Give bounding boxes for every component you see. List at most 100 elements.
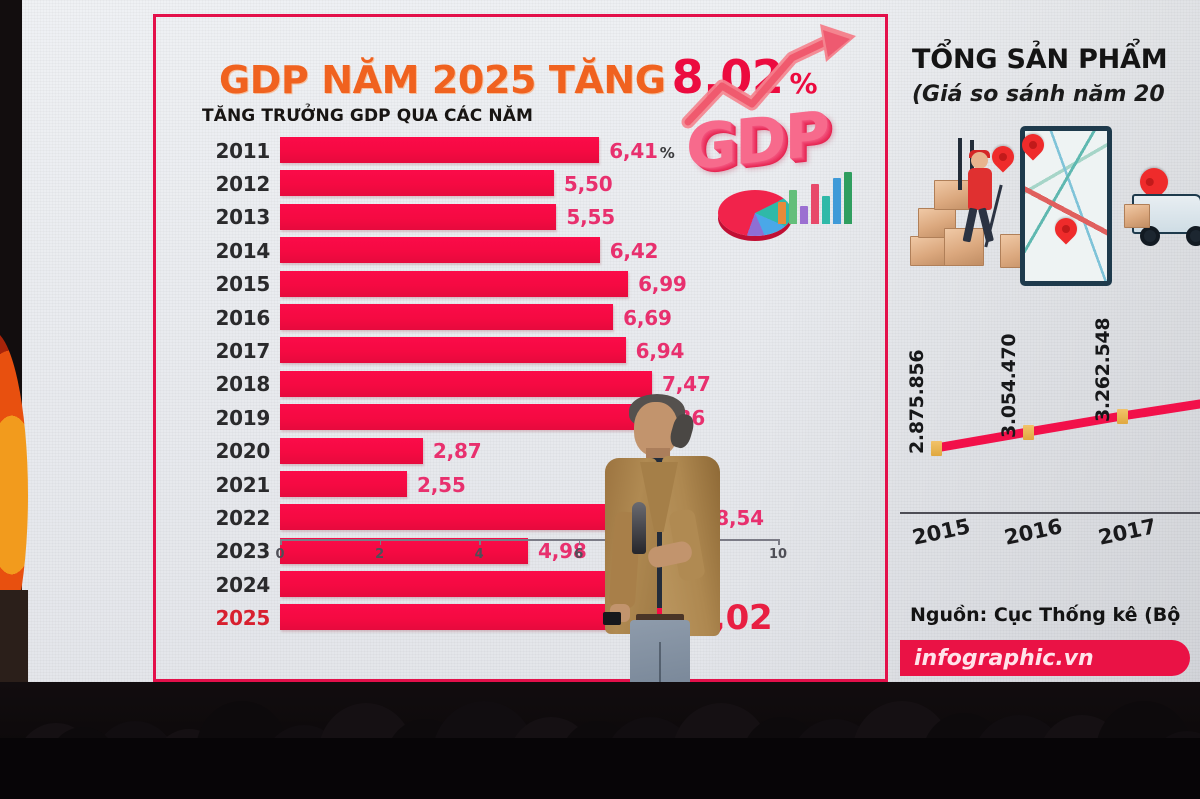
page-title-percent: %: [789, 67, 818, 100]
presenter-head: [634, 402, 678, 456]
bar: [280, 270, 629, 297]
bar-value-label: 7,47: [662, 372, 711, 397]
bar: [280, 237, 600, 264]
bar-value-label: 6,94: [635, 339, 685, 364]
bar-value-label: 5,55: [566, 205, 615, 230]
x-axis-tick: [479, 539, 481, 545]
bar-track: 4,98: [280, 535, 862, 568]
total-product-panel: TỔNG SẢN PHẨM (Giá so sánh năm 20: [900, 0, 1200, 700]
worker-body: [968, 168, 992, 210]
bar-track: 2,87: [280, 435, 862, 468]
x-axis-line: [280, 539, 778, 541]
presenter: [588, 392, 738, 742]
x-axis-tick-label: 2: [375, 547, 385, 562]
chart-row: 2013 5,55: [202, 201, 862, 234]
presentation-clicker: [603, 612, 621, 625]
chart-row: 2022 8,54: [202, 501, 862, 534]
bar-value-label: 6,42: [609, 238, 659, 263]
infographic-banner: infographic.vn: [900, 640, 1190, 676]
bar-category-label: 2023: [215, 539, 271, 564]
right-panel-subtitle: (Giá so sánh năm 20: [912, 82, 1165, 107]
bar: [280, 170, 554, 197]
chart-row: 2023 4,98: [202, 535, 862, 568]
bar: [280, 537, 528, 564]
line-chart-baseline: [900, 512, 1200, 514]
page-title-text: GDP NĂM 2025 TĂNG: [219, 58, 666, 102]
bar-track: 8,54: [280, 501, 862, 534]
bar: [280, 571, 634, 598]
bar-category-label: 2012: [215, 172, 271, 197]
page-title: GDP NĂM 2025 TĂNG 8,02%: [219, 50, 818, 104]
x-axis-tick-label: 10: [768, 547, 788, 562]
bar-track: 5,55: [280, 201, 862, 234]
bar: [280, 437, 423, 464]
bar-track: 6,41%: [280, 134, 862, 167]
bar-category-label: 2021: [215, 472, 271, 497]
line-chart-plot: 2.875.856 3.054.470 3.262.548: [900, 317, 1200, 540]
line-data-point: [1117, 409, 1128, 424]
bar-category-label: 2022: [215, 505, 271, 530]
bar-track: [280, 568, 862, 601]
bar-value-label: 2,87: [432, 439, 482, 464]
source-note: Nguồn: Cục Thống kê (Bộ: [910, 604, 1181, 626]
presenter-belt: [636, 614, 684, 624]
bar: [280, 470, 407, 497]
line-value-label: 3.262.548: [1092, 317, 1114, 422]
percent-symbol: %: [659, 143, 675, 162]
bar-value-label: 6,99: [638, 272, 687, 297]
bar-track: 6,99: [280, 268, 862, 301]
bar-track: 7,47: [280, 368, 862, 401]
stage-decor-dark: [0, 590, 28, 700]
bar: [280, 370, 652, 397]
line-data-point: [1023, 425, 1034, 440]
bar-value-label: 6,41%: [609, 138, 675, 163]
bar-category-label: 2020: [215, 439, 271, 464]
chart-row: 2015 6,99: [202, 268, 862, 301]
van-wheel: [1140, 226, 1160, 246]
bar: [280, 404, 647, 431]
bar-value-label: 4,98: [538, 539, 587, 564]
slide-border-frame: [153, 14, 888, 682]
chart-row: 2014 6,42: [202, 234, 862, 267]
bar-category-label: 2018: [215, 372, 271, 397]
chart-row: 2018 7,47: [202, 368, 862, 401]
right-panel-title: TỔNG SẢN PHẨM: [912, 44, 1168, 75]
bar-category-label: 2019: [215, 405, 271, 430]
audience-silhouettes: [0, 620, 1200, 799]
map-tablet: [1020, 126, 1112, 286]
bar-category-label: 2011: [215, 138, 271, 163]
bar-track: 7,36: [280, 401, 862, 434]
chart-row: 2012 5,50: [202, 167, 862, 200]
logistics-illustration: [900, 118, 1200, 314]
x-axis-tick: [280, 539, 282, 545]
bar-category-label: 2013: [215, 205, 271, 230]
x-axis-tick-label: 0: [275, 547, 285, 562]
chart-row: 2020 2,87: [202, 435, 862, 468]
bar-value-label: 8,54: [715, 505, 764, 530]
bar-track: 6,42: [280, 234, 862, 267]
van-wheel: [1186, 226, 1200, 246]
line-value-label: 3.054.470: [998, 333, 1020, 438]
bar-value-label: 6,69: [623, 305, 672, 330]
line-data-point: [931, 441, 942, 456]
bar: [280, 203, 557, 230]
bar-category-label: 2015: [215, 272, 271, 297]
chart-row: 2016 6,69: [202, 301, 862, 334]
x-axis-tick: [578, 539, 581, 545]
x-axis-tick-label: 6: [574, 547, 584, 562]
worker-head: [971, 152, 988, 169]
bar-track: 6,69: [280, 301, 862, 334]
bar-category-label: 2025: [215, 606, 271, 631]
bar-category-label: 2017: [215, 339, 271, 364]
total-product-line-chart: 2.875.856 3.054.470 3.262.548 2015 2016 2017: [900, 317, 1200, 580]
audience-lower-band: [0, 738, 1200, 799]
bar-track: 5,50: [280, 167, 862, 200]
bar-category-label: 2014: [215, 238, 271, 263]
bar-category-label: 2016: [215, 305, 271, 330]
chart-row: 2017 6,94: [202, 334, 862, 367]
line-value-label: 2.875.856: [906, 349, 928, 454]
bar: [280, 137, 600, 163]
bar: [280, 337, 626, 364]
x-axis-tick-label: 4: [474, 547, 484, 562]
